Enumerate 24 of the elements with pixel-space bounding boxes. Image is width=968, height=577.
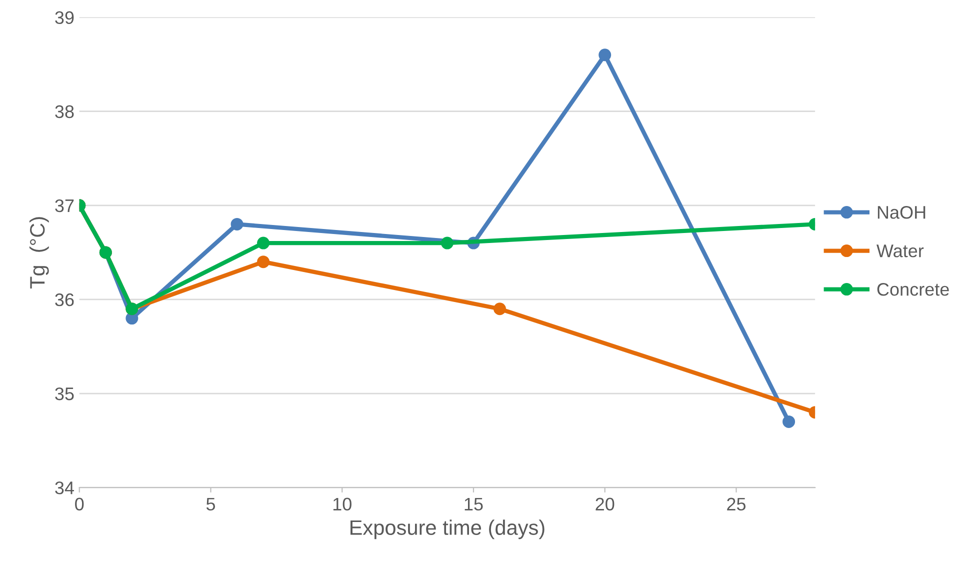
x-axis-title: Exposure time (days)	[350, 520, 544, 540]
legend-label: NaOH	[878, 206, 926, 219]
legend-label: Concrete	[877, 282, 949, 296]
x-tick-label: 10	[333, 498, 352, 511]
legend-label: Water	[876, 244, 924, 258]
point	[440, 236, 454, 250]
y-tick-label: 34	[55, 482, 74, 494]
x-tick-label: 25	[727, 498, 746, 511]
y-axis-title: Tg (°C)	[29, 217, 49, 289]
y-tick-label: 35	[55, 387, 74, 400]
point	[257, 256, 270, 268]
point	[494, 302, 506, 316]
point	[257, 236, 270, 250]
x-tick-label: 15	[464, 498, 483, 511]
y-tick-label: 39	[55, 11, 74, 24]
y-tick-label: 36	[55, 293, 74, 306]
point	[230, 218, 244, 230]
point	[598, 48, 612, 62]
y-tick-label: 37	[55, 199, 74, 212]
y-tick-label: 38	[55, 105, 74, 118]
point	[782, 415, 796, 428]
x-tick-label: 5	[206, 498, 216, 511]
x-tick-label: 20	[596, 498, 614, 511]
x-tick-label: 0	[75, 498, 84, 511]
